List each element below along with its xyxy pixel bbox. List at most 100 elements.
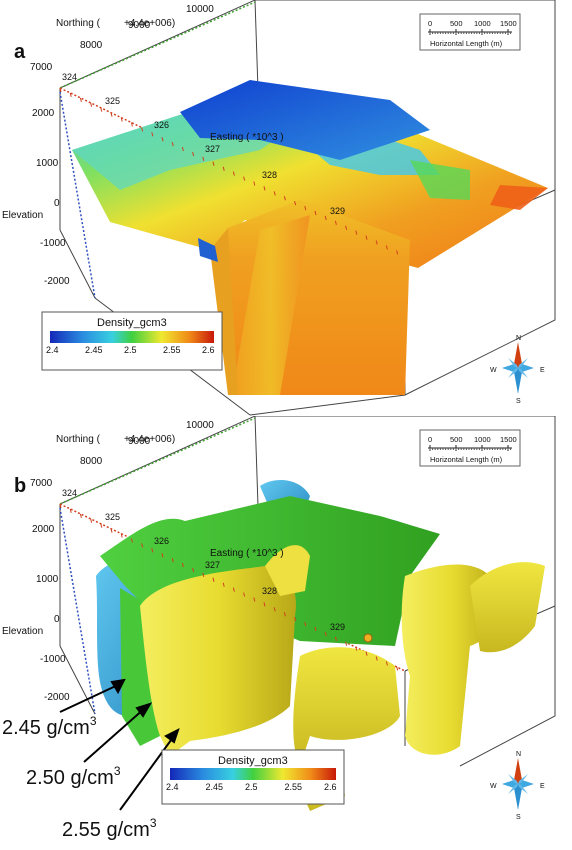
easting-tick-mark	[365, 651, 368, 656]
colorbar-tick-label: 2.4	[46, 345, 59, 355]
easting-tick-mark	[171, 557, 174, 563]
easting-tick-label: 324	[62, 488, 77, 498]
easting-tick-mark	[100, 523, 103, 528]
easting-tick-mark	[375, 240, 378, 245]
elevation-tick-label: -1000	[40, 654, 66, 665]
easting-tick-mark	[161, 137, 164, 142]
northing-exp: +4.4e+006)	[124, 434, 175, 445]
slice-red-patch	[490, 185, 548, 210]
easting-tick-mark	[222, 166, 225, 171]
easting-tick-mark	[345, 641, 348, 646]
easting-tick-mark	[334, 220, 337, 225]
easting-tick-mark	[120, 533, 123, 538]
easting-tick-label: 325	[105, 96, 120, 106]
easting-label: Easting ( *10^3 )	[210, 548, 284, 559]
compass-n: N	[516, 335, 521, 342]
scale-tick-label: 500	[450, 19, 463, 28]
easting-tick-mark	[232, 171, 235, 176]
colorbar-tick-label: 2.55	[285, 782, 303, 792]
panel-b-canvas: b Northing ( +4.4e+006) Easting ( *10^3 …	[2, 416, 556, 841]
easting-tick-mark	[130, 122, 133, 127]
compass-rose-icon: N S E W	[490, 335, 545, 405]
compass-e: E	[540, 367, 545, 374]
easting-tick-label: 325	[105, 512, 120, 522]
colorbar: Density_gcm3 2.4 2.45 2.5 2.55 2.6	[41, 311, 223, 371]
elevation-tick-label: -1000	[40, 238, 66, 249]
vertical-slice-front	[210, 228, 238, 395]
northing-axis	[59, 1, 256, 89]
easting-tick-mark	[222, 582, 225, 587]
colorbar-tick-label: 2.4	[166, 782, 179, 792]
compass-s: S	[516, 398, 521, 405]
easting-tick-mark	[365, 235, 368, 240]
colorbar-tick-label: 2.45	[206, 782, 224, 792]
scale-tick-label: 500	[450, 435, 463, 444]
easting-tick-mark	[69, 92, 72, 98]
scale-tick-label: 0	[428, 435, 432, 444]
compass-w: W	[490, 367, 497, 374]
easting-tick-label: 327	[205, 144, 220, 154]
easting-tick-marks	[59, 503, 399, 671]
compass-w: W	[490, 783, 497, 790]
easting-tick-mark	[283, 612, 286, 617]
northing-ticks: 7000 8000 9000 10000	[30, 420, 214, 489]
easting-tick-mark	[69, 508, 72, 514]
isosurface-255-mid	[293, 647, 400, 766]
colorbar-title: Density_gcm3	[218, 755, 288, 767]
colorbar-tick-label: 2.6	[324, 782, 337, 792]
easting-tick-mark	[90, 518, 93, 523]
annotation-255: 2.55 g/cm3	[62, 816, 157, 841]
compass-n: N	[516, 751, 521, 758]
easting-tick-mark	[263, 602, 266, 607]
easting-tick-mark	[304, 621, 307, 627]
easting-tick-label: 326	[154, 536, 169, 546]
easting-tick-mark	[151, 548, 154, 553]
elevation-axis	[59, 507, 96, 715]
northing-ticks: 7000 8000 9000 10000	[30, 4, 214, 73]
easting-tick-mark	[355, 230, 358, 235]
easting-tick-mark	[273, 607, 276, 612]
easting-tick-mark	[294, 201, 297, 206]
easting-tick-label: 324	[62, 72, 77, 82]
easting-tick-mark	[304, 205, 307, 211]
easting-label: Easting ( *10^3 )	[210, 132, 284, 143]
easting-ticks: 324 325 326 327 328 329	[62, 72, 345, 216]
northing-tick-label: 8000	[80, 456, 103, 467]
colorbar-title: Density_gcm3	[97, 317, 167, 329]
vertical-slice-ew	[232, 215, 310, 395]
northing-tick-label: 9000	[128, 20, 151, 31]
easting-tick-mark	[253, 181, 256, 186]
easting-tick-mark	[355, 646, 358, 651]
scale-tick-label: 1000	[474, 435, 491, 444]
colorbar-tick-label: 2.5	[245, 782, 258, 792]
easting-tick-mark	[90, 102, 93, 107]
colorbar-gradient	[50, 331, 214, 343]
scale-bar: 0 500 1000 1500 Horizontal Length (m)	[419, 13, 521, 51]
easting-tick-mark	[314, 626, 317, 632]
annotation-245: 2.45 g/cm3	[2, 714, 97, 739]
easting-tick-mark	[141, 127, 144, 132]
panel-a-canvas: a Northing ( +4.4e+006) Easting ( *10^3 …	[2, 0, 556, 416]
elevation-tick-label: -2000	[44, 276, 70, 287]
panel-label: a	[14, 41, 26, 63]
scale-label: Horizontal Length (m)	[430, 455, 503, 464]
easting-tick-mark	[253, 597, 256, 602]
easting-tick-mark	[59, 503, 62, 509]
easting-tick-mark	[273, 191, 276, 196]
northing-tick-label: 7000	[30, 478, 53, 489]
colorbar-tick-label: 2.45	[85, 345, 103, 355]
blue-slab	[180, 80, 430, 160]
isosurface-255-main	[140, 565, 296, 756]
easting-tick-mark	[324, 631, 327, 637]
scale-tick-label: 0	[428, 19, 432, 28]
easting-tick-mark	[294, 617, 297, 622]
easting-tick-mark	[100, 107, 103, 112]
elevation-ticks: 2000 1000 0 -1000 -2000	[32, 524, 70, 703]
northing-exp: +4.4e+006)	[124, 18, 175, 29]
easting-tick-mark	[314, 210, 317, 216]
scale-bar: 0 500 1000 1500 Horizontal Length (m)	[419, 429, 521, 467]
easting-tick-label: 327	[205, 560, 220, 570]
easting-tick-mark	[212, 577, 215, 582]
easting-tick-mark	[385, 245, 388, 250]
elevation-label: Elevation	[2, 626, 43, 637]
